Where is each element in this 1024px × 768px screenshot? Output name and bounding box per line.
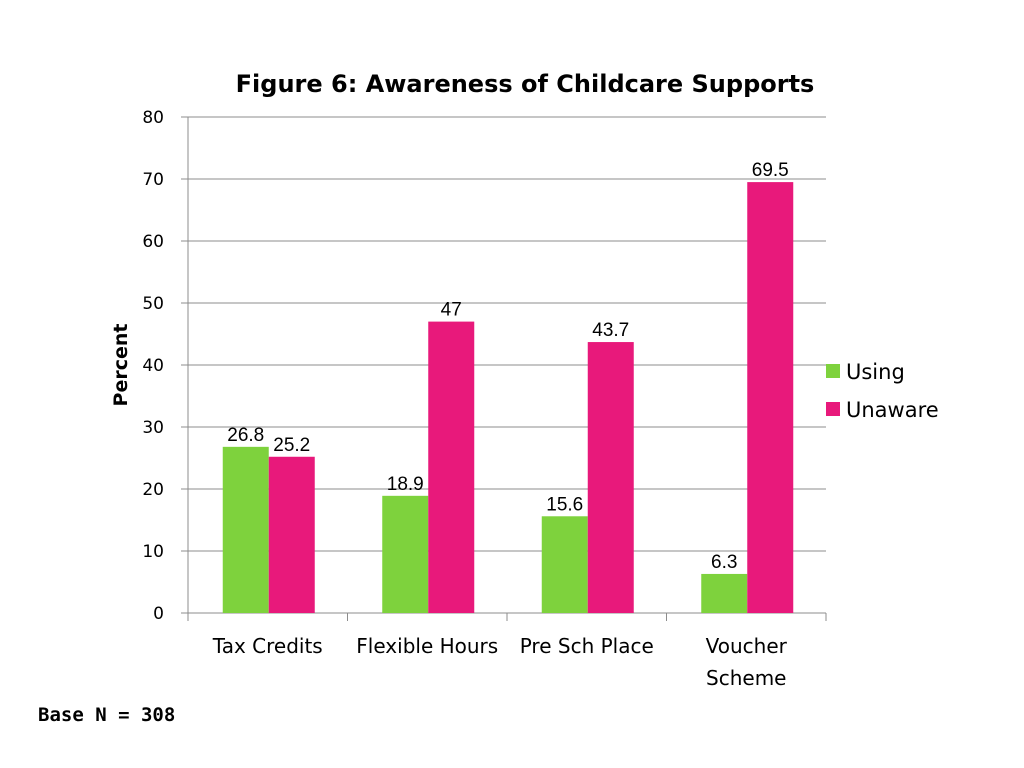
legend-label-unaware: Unaware — [846, 398, 939, 422]
y-tick-label: 10 — [142, 542, 164, 562]
y-tick-label: 0 — [153, 604, 164, 624]
bar-using-0 — [222, 446, 269, 613]
x-category-label: Flexible Hours — [356, 634, 498, 658]
chart-title: Figure 6: Awareness of Childcare Support… — [236, 70, 815, 98]
y-tick-label: 60 — [142, 232, 164, 252]
data-label-unaware-0: 25.2 — [273, 435, 310, 456]
bar-using-2 — [541, 516, 588, 613]
bar-unaware-2 — [587, 342, 634, 613]
y-tick-label: 80 — [142, 108, 164, 128]
x-category-label: Tax Credits — [212, 634, 323, 658]
x-category-label: Voucher — [706, 634, 788, 658]
data-label-using-0: 26.8 — [227, 425, 264, 446]
y-tick-label: 70 — [142, 170, 164, 190]
base-n-footnote: Base N = 308 — [38, 704, 176, 726]
data-label-unaware-1: 47 — [441, 300, 462, 321]
legend-label-using: Using — [846, 360, 905, 384]
data-label-unaware-3: 69.5 — [752, 160, 789, 181]
data-label-using-3: 6.3 — [711, 552, 737, 573]
bar-using-1 — [382, 495, 429, 613]
data-label-unaware-2: 43.7 — [592, 320, 629, 341]
y-tick-label: 20 — [142, 480, 164, 500]
bar-unaware-3 — [747, 182, 794, 613]
y-tick-label: 30 — [142, 418, 164, 438]
data-label-using-1: 18.9 — [387, 474, 424, 495]
y-tick-label: 40 — [142, 356, 164, 376]
y-axis-label: Percent — [110, 324, 132, 407]
bar-unaware-0 — [268, 456, 315, 613]
x-category-label: Pre Sch Place — [520, 634, 654, 658]
y-tick-label: 50 — [142, 294, 164, 314]
legend-swatch-unaware — [826, 402, 840, 416]
legend-swatch-using — [826, 364, 840, 378]
data-label-using-2: 15.6 — [546, 494, 583, 515]
x-category-label: Scheme — [706, 666, 786, 690]
bar-unaware-1 — [428, 321, 475, 613]
bar-using-3 — [701, 573, 748, 613]
